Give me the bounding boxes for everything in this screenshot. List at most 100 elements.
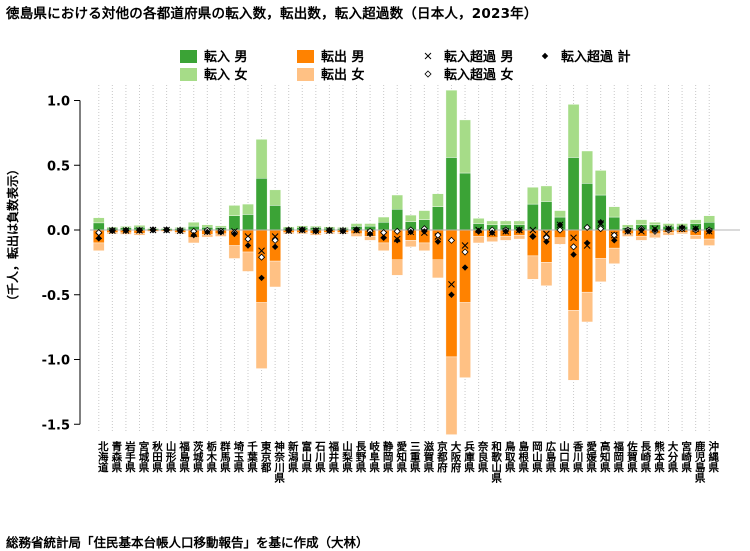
marker-shape	[109, 227, 116, 235]
bar-layer	[93, 89, 715, 435]
bar-segment	[269, 260, 281, 288]
bar-segment	[242, 251, 254, 272]
bar-segment	[581, 291, 593, 323]
category-label: 京都府	[436, 440, 448, 473]
bar-segment	[689, 219, 702, 224]
data-point	[217, 229, 225, 236]
category-label: 愛媛県	[585, 440, 597, 473]
legend-item: 転出 女	[297, 67, 365, 83]
data-point	[624, 228, 632, 235]
legend-marker	[424, 70, 432, 78]
marker-shape	[475, 228, 482, 235]
category-label: 青森県	[110, 440, 122, 473]
bar-segment	[581, 150, 593, 184]
marker-stroke	[258, 247, 265, 255]
data-point	[638, 226, 645, 234]
data-point	[597, 225, 605, 233]
marker-shape	[583, 239, 591, 247]
category-label: 福島県	[178, 440, 190, 473]
marker-shape	[583, 223, 591, 231]
bar-segment	[472, 236, 485, 244]
marker-shape	[149, 226, 157, 234]
legend-label: 転入 男	[204, 49, 248, 65]
marker-shape	[447, 236, 456, 244]
category-label: 茨城県	[192, 440, 204, 473]
category-label: 山口県	[558, 440, 570, 473]
data-point	[448, 291, 455, 298]
data-point	[570, 234, 577, 242]
data-point	[407, 228, 414, 236]
data-point	[434, 238, 442, 245]
bar-segment	[242, 203, 254, 215]
category-label: 群馬県	[219, 440, 231, 473]
marker-shape	[541, 52, 549, 60]
marker-shape	[312, 228, 320, 235]
marker-shape	[176, 227, 184, 235]
bar-segment	[93, 242, 105, 251]
marker-shape	[434, 238, 442, 245]
category-label: 奈良県	[477, 440, 489, 473]
category-label: 千葉県	[246, 440, 258, 473]
bar-segment	[269, 189, 281, 206]
data-point	[611, 237, 618, 244]
bar-segment	[540, 201, 553, 231]
marker-layer	[95, 219, 713, 298]
bar-segment	[242, 214, 254, 231]
data-point	[163, 226, 170, 234]
marker-shape	[122, 227, 130, 234]
data-point	[258, 247, 265, 255]
data-point	[204, 228, 211, 236]
category-label: 長野県	[355, 441, 367, 473]
marker-shape	[624, 228, 632, 235]
y-tick-label: 1.0	[47, 95, 70, 110]
bar-segment	[567, 229, 580, 311]
bar-segment	[405, 240, 417, 248]
source-note: 総務省統計局「住民基本台帳人口移動報告」を基に作成（大林）	[6, 535, 369, 550]
y-axis: 1.0 0.5 0.0 -0.5 -1.0 -1.5	[42, 95, 81, 433]
data-point	[529, 233, 537, 240]
category-label: 広島県	[544, 440, 556, 473]
category-label: 富山県	[300, 440, 312, 473]
marker-shape	[394, 237, 401, 244]
y-tick-label: 0.0	[47, 224, 70, 239]
data-point	[421, 228, 428, 235]
marker-shape	[556, 226, 564, 234]
data-point	[448, 281, 455, 288]
legend-item: 転入 女	[180, 67, 248, 83]
data-point	[258, 274, 265, 282]
category-label: 佐賀県	[626, 440, 638, 473]
marker-shape	[353, 226, 360, 234]
data-point	[529, 226, 537, 234]
bar-segment	[459, 119, 471, 174]
marker-shape	[258, 274, 265, 282]
marker-shape	[597, 225, 605, 233]
legend-item: 転入 男	[180, 49, 248, 65]
bar-segment	[649, 222, 661, 226]
legend-item: 転入超過 男	[424, 49, 514, 65]
marker-shape	[424, 70, 432, 78]
marker-shape	[638, 226, 645, 234]
data-point	[109, 227, 116, 235]
bar-segment	[527, 187, 539, 205]
marker-shape	[665, 225, 672, 232]
category-label: 三重県	[409, 441, 421, 473]
marker-stroke	[543, 230, 550, 238]
bar-segment	[689, 234, 702, 240]
legend-marker	[541, 52, 549, 60]
bar-segment	[391, 209, 403, 231]
data-point	[176, 227, 184, 235]
marker-shape	[299, 226, 306, 233]
marker-shape	[136, 227, 143, 234]
data-point	[271, 243, 279, 251]
marker-shape	[339, 228, 347, 235]
category-label: 北海道	[97, 440, 109, 473]
category-label: 高知県	[599, 440, 611, 473]
bar-segment	[228, 215, 241, 231]
bar-segment	[540, 185, 553, 202]
bar-segment	[635, 219, 648, 226]
marker-shape	[516, 226, 523, 234]
marker-shape	[366, 230, 374, 238]
y-tick-label: -1.0	[42, 354, 70, 369]
category-label: 沖縄県	[707, 440, 719, 473]
bar-segment	[608, 216, 621, 231]
